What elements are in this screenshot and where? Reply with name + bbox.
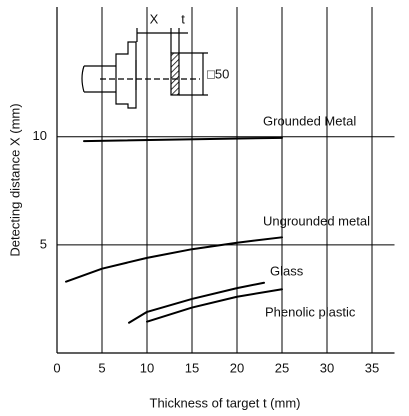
x-axis-label: Thickness of target t (mm) xyxy=(150,395,301,410)
y-axis-label: Detecting distance X (mm) xyxy=(7,103,22,256)
sensor-body xyxy=(115,41,137,109)
setup-diagram xyxy=(81,28,208,109)
series-line xyxy=(65,236,283,283)
series-line xyxy=(128,281,265,324)
diagram-label: X xyxy=(150,11,159,26)
series-label: Phenolic plastic xyxy=(265,304,356,319)
cable xyxy=(81,65,116,93)
x-tick-label: 35 xyxy=(365,360,379,375)
x-tick-label: 5 xyxy=(98,360,105,375)
series-line xyxy=(83,136,283,143)
y-tick-label: 5 xyxy=(40,236,47,251)
x-tick-label: 10 xyxy=(140,360,154,375)
y-tick-label: 10 xyxy=(33,128,47,143)
series-label: Ungrounded metal xyxy=(263,213,370,228)
target-plate xyxy=(170,52,180,96)
x-tick-label: 25 xyxy=(275,360,289,375)
x-tick-label: 30 xyxy=(320,360,334,375)
series-label: Grounded Metal xyxy=(263,113,356,128)
series-line xyxy=(146,288,283,323)
diagram-label: t xyxy=(181,11,185,26)
diagram-label: □50 xyxy=(207,66,229,81)
x-tick-label: 15 xyxy=(185,360,199,375)
x-tick-label: 20 xyxy=(230,360,244,375)
series-label: Glass xyxy=(270,263,304,278)
x-tick-label: 0 xyxy=(53,360,60,375)
